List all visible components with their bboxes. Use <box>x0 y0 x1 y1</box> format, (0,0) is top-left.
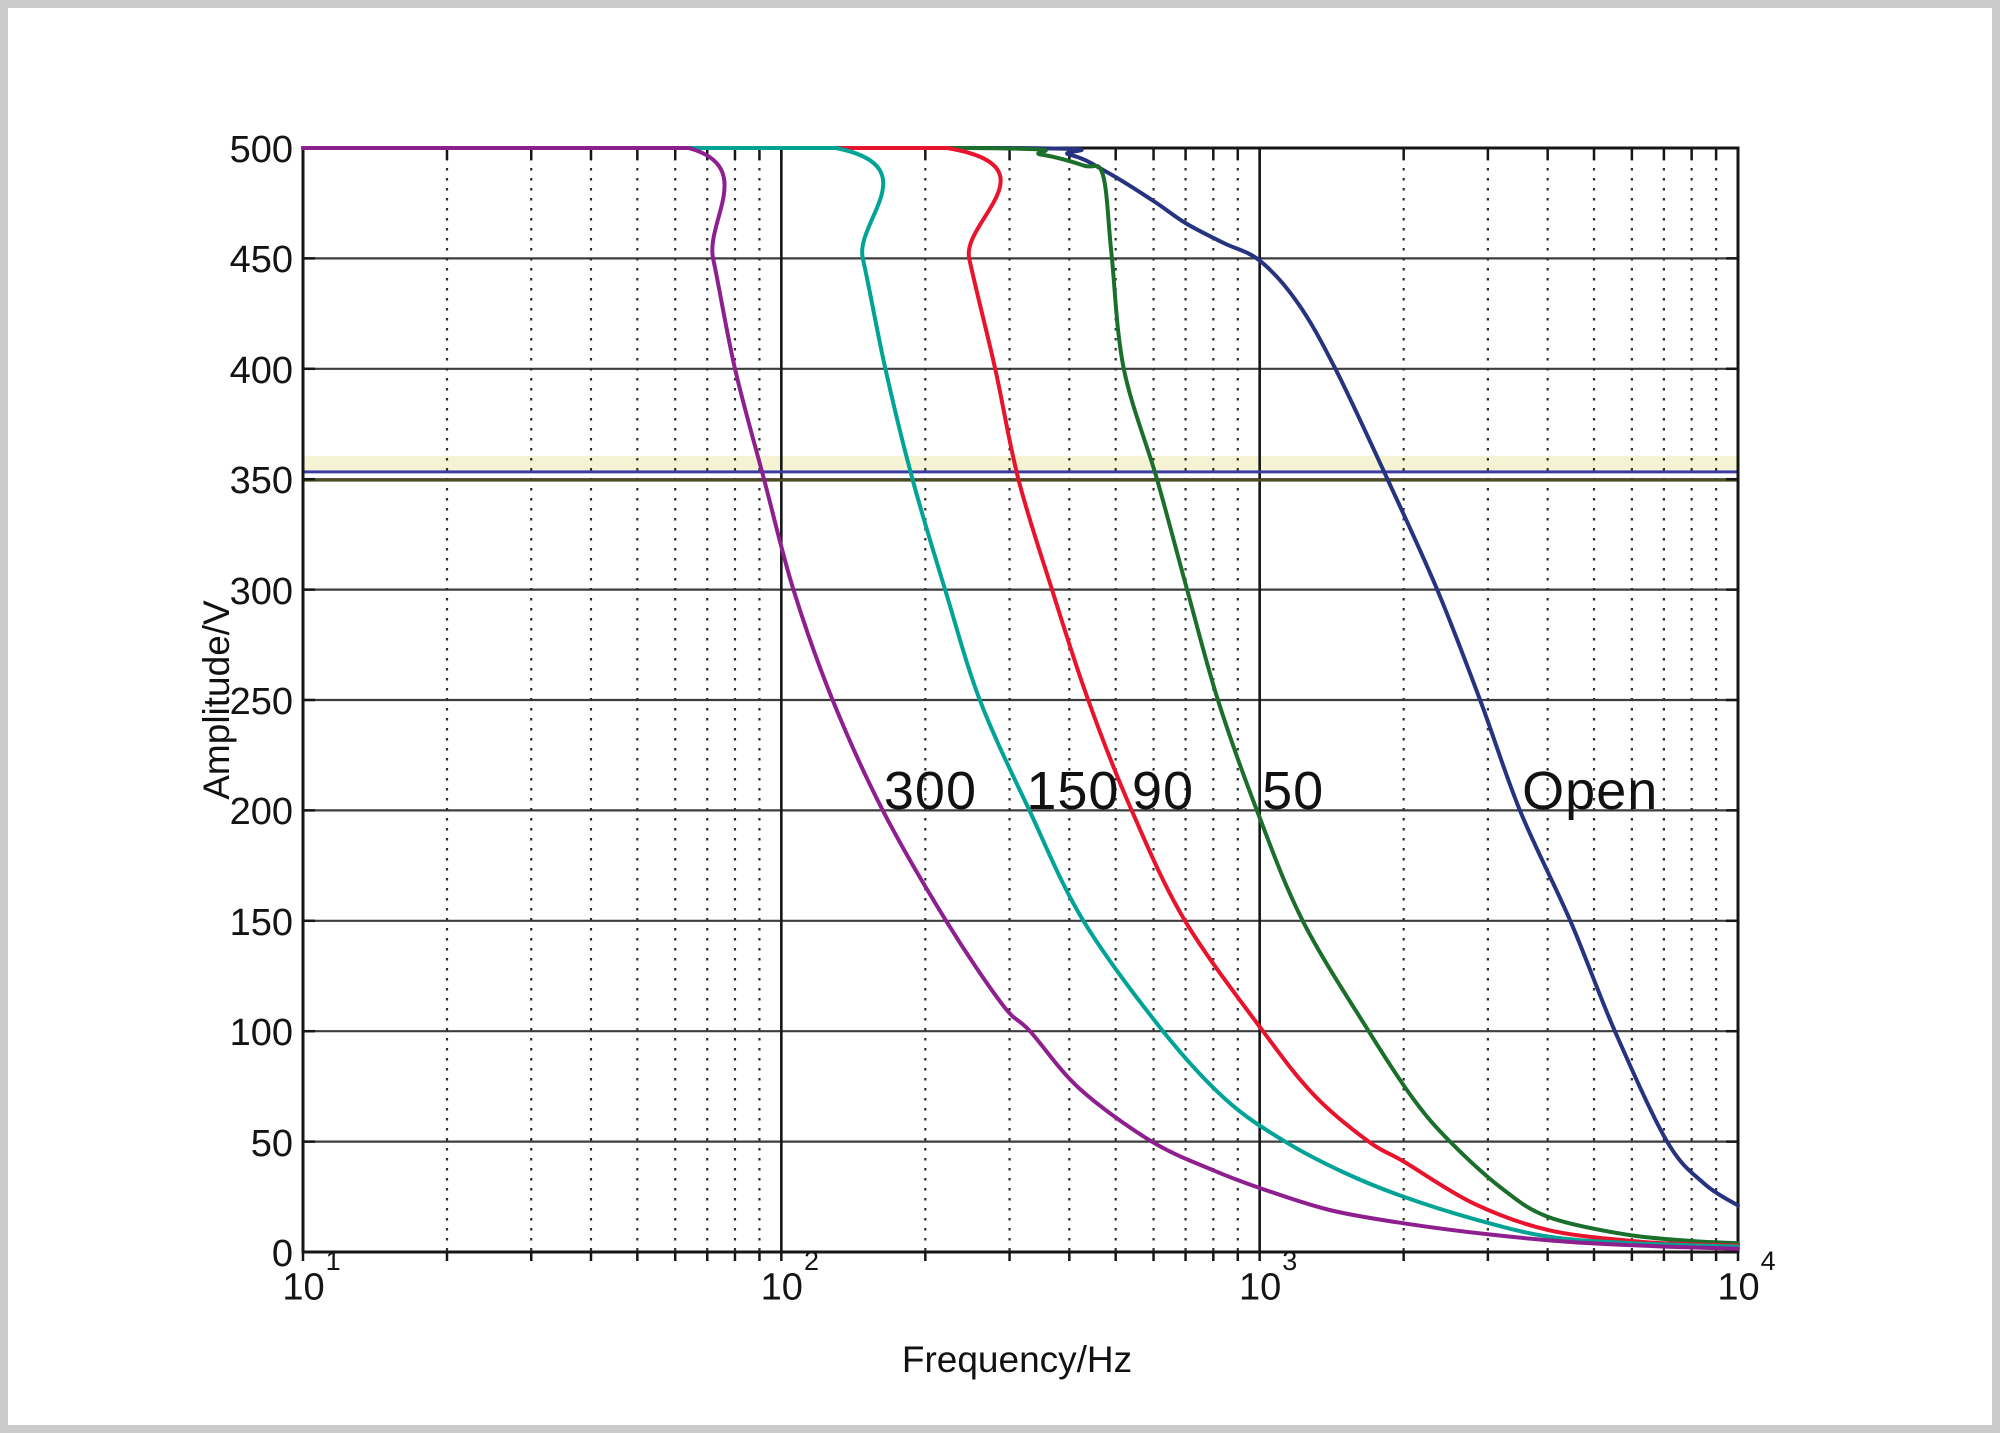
x-tick-label-10e2: 102 <box>760 1246 819 1309</box>
y-tick-label-400: 400 <box>229 349 293 392</box>
y-tick-label-50: 50 <box>250 1122 293 1165</box>
x-tick-label-10e3: 103 <box>1239 1246 1298 1309</box>
curve-90 <box>301 145 1740 1248</box>
x-tick-label-10e1: 101 <box>282 1246 341 1309</box>
y-tick-label-500: 500 <box>229 129 293 171</box>
y-tick-label-150: 150 <box>229 901 293 944</box>
y-tick-label-300: 300 <box>229 570 293 613</box>
y-tick-label-100: 100 <box>229 1012 293 1055</box>
x-axis-title: Frequency/Hz <box>901 1339 1133 1380</box>
y-tick-label-200: 200 <box>229 791 293 834</box>
curve-label-50: 50 <box>1262 760 1325 821</box>
y-tick-label-250: 250 <box>229 681 293 723</box>
curve-150 <box>301 145 1740 1249</box>
curve-open <box>301 145 1740 1208</box>
curve-label-150: 150 <box>1026 760 1120 821</box>
curve-label-90: 90 <box>1131 760 1195 821</box>
y-tick-label-350: 350 <box>229 460 293 503</box>
y-tick-label-0: 0 <box>271 1233 293 1275</box>
y-tick-label-450: 450 <box>229 239 293 282</box>
x-tick-label-10e4: 104 <box>1717 1246 1776 1309</box>
curve-300 <box>301 145 1740 1251</box>
curve-label-open: Open <box>1522 760 1659 821</box>
curve-50 <box>301 145 1740 1246</box>
curve-label-300: 300 <box>883 760 978 821</box>
350-marker-band <box>303 456 1738 470</box>
